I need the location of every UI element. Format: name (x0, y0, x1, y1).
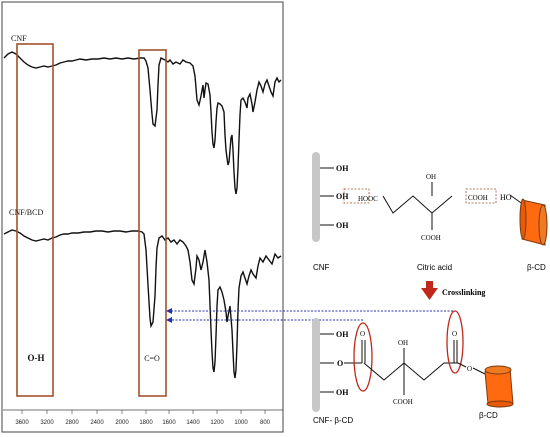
co-region-box (138, 49, 167, 397)
citric-cooh-right-label: COOH (468, 194, 488, 202)
x-tick-label: 1000 (234, 420, 248, 426)
cnf-oh-label: OH (336, 164, 349, 173)
cnf-rod-bottom (312, 318, 320, 412)
bcd-name-label-bottom: β-CD (479, 411, 498, 420)
cnf-bcd-spectrum-line (3, 229, 282, 379)
reaction-site-box-right (465, 188, 497, 204)
x-tick-label: 1600 (162, 420, 176, 426)
product-cooh-label: COOH (393, 398, 413, 406)
x-tick-label: 800 (260, 420, 271, 426)
bcd-name-label: β-CD (527, 263, 546, 272)
citric-acid-backbone (382, 195, 453, 214)
cnf-bcd-sample-label: CNF/BCD (9, 208, 43, 217)
cnf-oh-label: OH (336, 221, 349, 230)
ftir-panel: O-H C=O CNF CNF/BCD 3600 3200 2800 2400 … (1, 1, 284, 433)
x-tick-label: 3200 (40, 420, 54, 426)
crosslinking-arrow: Crosslinking (421, 281, 485, 300)
citric-acid-name-label: Citric acid (417, 263, 452, 272)
product-o-label: O (337, 359, 343, 368)
hooc-label: HOOC (358, 195, 378, 203)
scheme-top: OH OH OH HOOC OH COOH COOH HO CNF Citric… (312, 152, 548, 272)
x-tick-label: 1400 (186, 420, 200, 426)
reaction-site-box-left (343, 188, 370, 204)
cnf-spectrum-line (3, 51, 282, 195)
crosslinked-backbone (363, 362, 458, 381)
oh-region-box (16, 43, 54, 397)
scheme-bottom: OH O OH O OH COOH O O CNF- β-CD β-CD (312, 310, 514, 425)
spectrum-frame (1, 1, 284, 433)
oh-box-label: O-H (28, 353, 45, 363)
down-arrow-icon (421, 288, 438, 300)
ester-ring-right (446, 310, 464, 374)
cnf-rod (312, 152, 320, 242)
ester-o-link-label: O (467, 365, 472, 373)
ester-o-left-label: O (360, 330, 365, 338)
x-tick-label: 2000 (115, 420, 129, 426)
product-oh-center-label: OH (398, 339, 408, 347)
x-tick-label: 3600 (15, 420, 29, 426)
citric-oh-label: OH (426, 173, 436, 181)
product-oh-top-label: OH (336, 330, 349, 339)
cnf-bcd-name-label: CNF- β-CD (313, 416, 353, 425)
x-tick-label: 1800 (139, 420, 153, 426)
x-axis-ticks (21, 410, 266, 414)
co-box-label: C=O (144, 354, 160, 363)
product-oh-bottom-label: OH (336, 388, 349, 397)
ester-ring-left (353, 322, 373, 392)
connector-arrows (166, 308, 453, 323)
beta-cd-cup-icon (484, 365, 514, 408)
x-tick-label: 1200 (210, 420, 224, 426)
ester-o-right-label: O (452, 330, 457, 338)
cnf-oh-label: OH (336, 192, 349, 201)
citric-cooh-bottom-label: COOH (421, 234, 441, 242)
x-tick-label: 2800 (65, 420, 79, 426)
crosslinking-label: Crosslinking (442, 288, 485, 297)
x-tick-label: 2400 (90, 420, 104, 426)
beta-cd-cup-icon (519, 198, 548, 246)
bcd-ho-label: HO (500, 193, 512, 202)
cnf-sample-label: CNF (11, 34, 27, 43)
cnf-name-label: CNF (313, 263, 330, 272)
